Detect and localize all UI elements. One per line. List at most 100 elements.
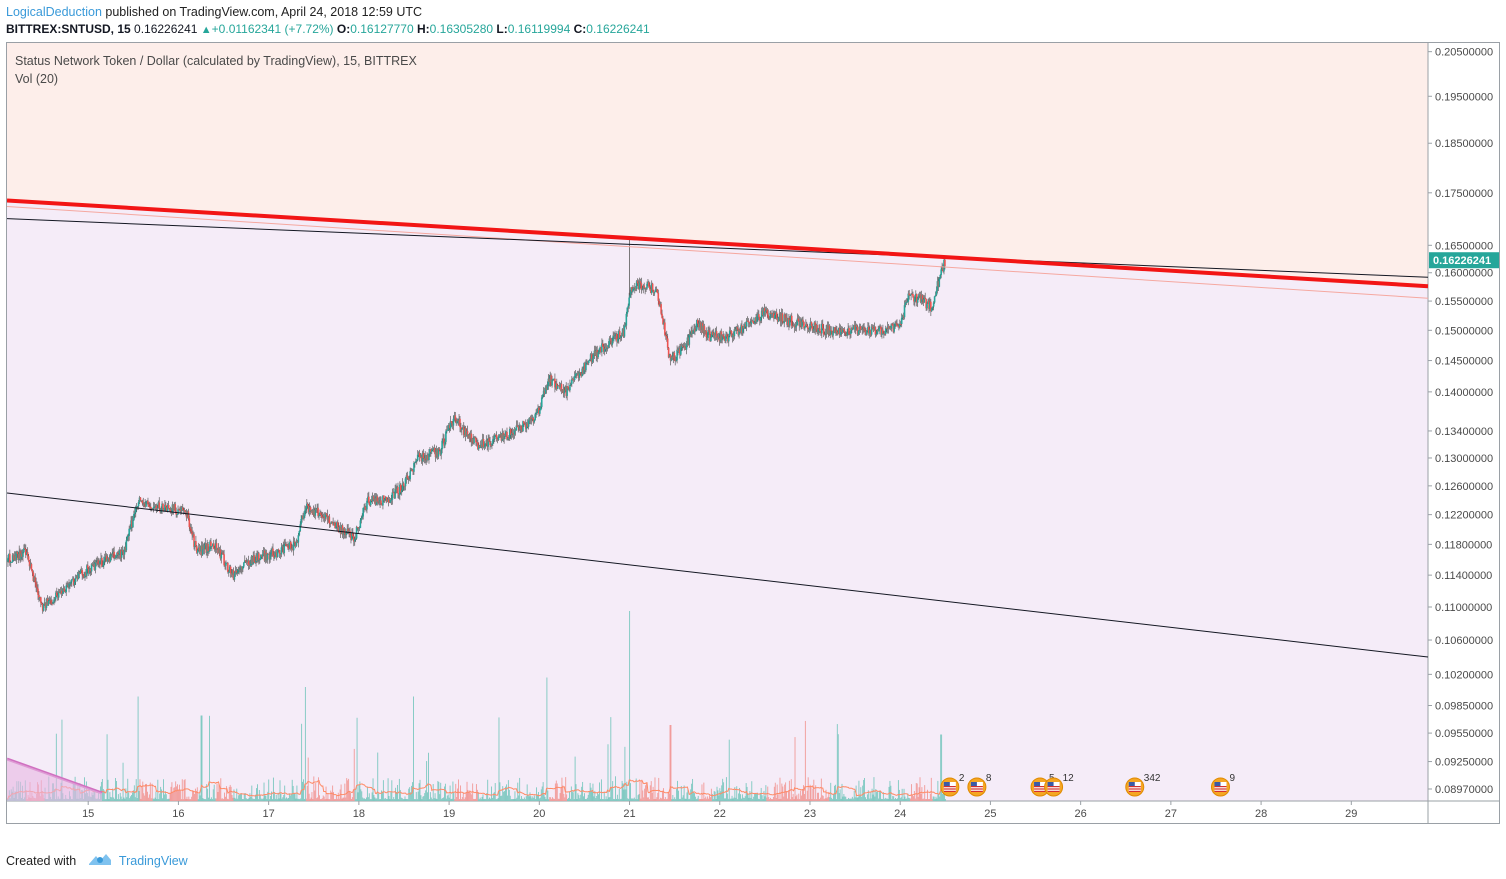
price-tick-label: 0.14500000 [1435, 356, 1493, 368]
author-link[interactable]: LogicalDeduction [6, 5, 102, 19]
candle-down [198, 547, 201, 552]
volume-bar [358, 784, 360, 801]
volume-bar [714, 791, 716, 801]
candle-down [861, 329, 864, 330]
candle-up [435, 449, 438, 458]
chart-frame[interactable]: 0.20500000 0.19500000 0.18500000 0.17500000… [6, 42, 1500, 824]
volume-bar [452, 781, 454, 801]
volume-bar [194, 793, 195, 801]
candle-up [13, 555, 16, 560]
candle-down [170, 511, 173, 513]
candle-up [300, 518, 302, 525]
volume-bar [456, 797, 458, 801]
volume-bar [195, 790, 197, 801]
volume-bar [675, 799, 677, 801]
candle-up [400, 490, 403, 493]
volume-bar [787, 798, 788, 801]
volume-bar [282, 797, 284, 801]
candle-down [450, 421, 453, 424]
volume-bar [594, 790, 596, 801]
volume-bar [473, 798, 475, 801]
volume-bar [153, 799, 155, 801]
volume-bar [591, 791, 593, 801]
candle-up [481, 438, 484, 447]
date-tick-label: 26 [1075, 808, 1087, 820]
price-chart[interactable]: 0.205000000.195000000.185000000.17500000… [7, 43, 1499, 823]
candle-down [814, 322, 817, 330]
candle-up [632, 288, 634, 292]
candle-up [541, 394, 544, 398]
volume-bar [816, 799, 818, 801]
candle-down [604, 348, 607, 350]
candle-down [649, 286, 651, 290]
candle-down [802, 319, 804, 323]
candle-up [903, 305, 906, 318]
candle-down [315, 508, 317, 510]
candle-up [204, 543, 207, 546]
volume-bar [709, 797, 711, 801]
volume-bar [892, 795, 894, 801]
volume-bar [584, 799, 586, 801]
candle-up [774, 312, 777, 315]
candle-down [474, 437, 476, 439]
candle-down [921, 295, 924, 300]
candle-down [511, 432, 514, 434]
volume-bar [757, 798, 759, 801]
volume-bar [394, 799, 396, 801]
volume-bar [651, 792, 653, 801]
volume-bar [743, 798, 745, 801]
candle-up [501, 432, 504, 441]
candle-down [468, 434, 471, 439]
volume-bar [279, 780, 281, 801]
candle-up [742, 326, 744, 333]
volume-bar [538, 798, 540, 801]
candle-down [83, 576, 85, 578]
date-tick-label: 23 [804, 808, 816, 820]
volume-bar [772, 799, 773, 801]
volume-bar [792, 793, 794, 801]
candle-down [863, 327, 865, 330]
volume-bar [622, 783, 624, 801]
candle-up [539, 410, 541, 414]
volume-bar [703, 782, 705, 801]
volume-bar [397, 799, 399, 801]
flag-stripe [1047, 788, 1060, 790]
candle-down [851, 328, 853, 330]
candle-up [267, 553, 270, 555]
volume-bar [870, 798, 872, 801]
date-tick-label: 25 [984, 808, 996, 820]
volume-bar [230, 786, 232, 801]
candle-down [504, 434, 506, 437]
volume-bar [639, 780, 641, 801]
candle-up [918, 294, 921, 296]
candle-down [545, 387, 548, 390]
candle-down [139, 497, 142, 501]
candle-down [425, 455, 427, 461]
candle-up [62, 588, 65, 594]
candle-up [852, 328, 854, 330]
candle-up [712, 332, 715, 335]
candle-up [835, 330, 837, 333]
candle-up [447, 425, 450, 430]
volume-bar [261, 799, 263, 801]
candle-down [639, 281, 642, 284]
volume-bar [634, 798, 636, 801]
price-tick-label: 0.10200000 [1435, 669, 1493, 681]
volume-bar [103, 790, 105, 801]
volume-bar [330, 790, 332, 801]
tradingview-link[interactable]: TradingView [118, 854, 188, 868]
candle-up [635, 281, 638, 289]
candle-down [797, 318, 800, 322]
volume-bar [547, 790, 549, 801]
volume-bar [355, 799, 357, 801]
candle-up [314, 508, 317, 516]
volume-bar [812, 788, 814, 801]
candle-down [459, 418, 461, 428]
volume-bar [505, 786, 507, 801]
volume-bar [611, 787, 613, 801]
flag-canton [970, 782, 977, 787]
volume-bar [872, 794, 874, 801]
candle-up [161, 503, 163, 509]
candle-down [477, 442, 479, 450]
volume-bar [938, 793, 940, 801]
